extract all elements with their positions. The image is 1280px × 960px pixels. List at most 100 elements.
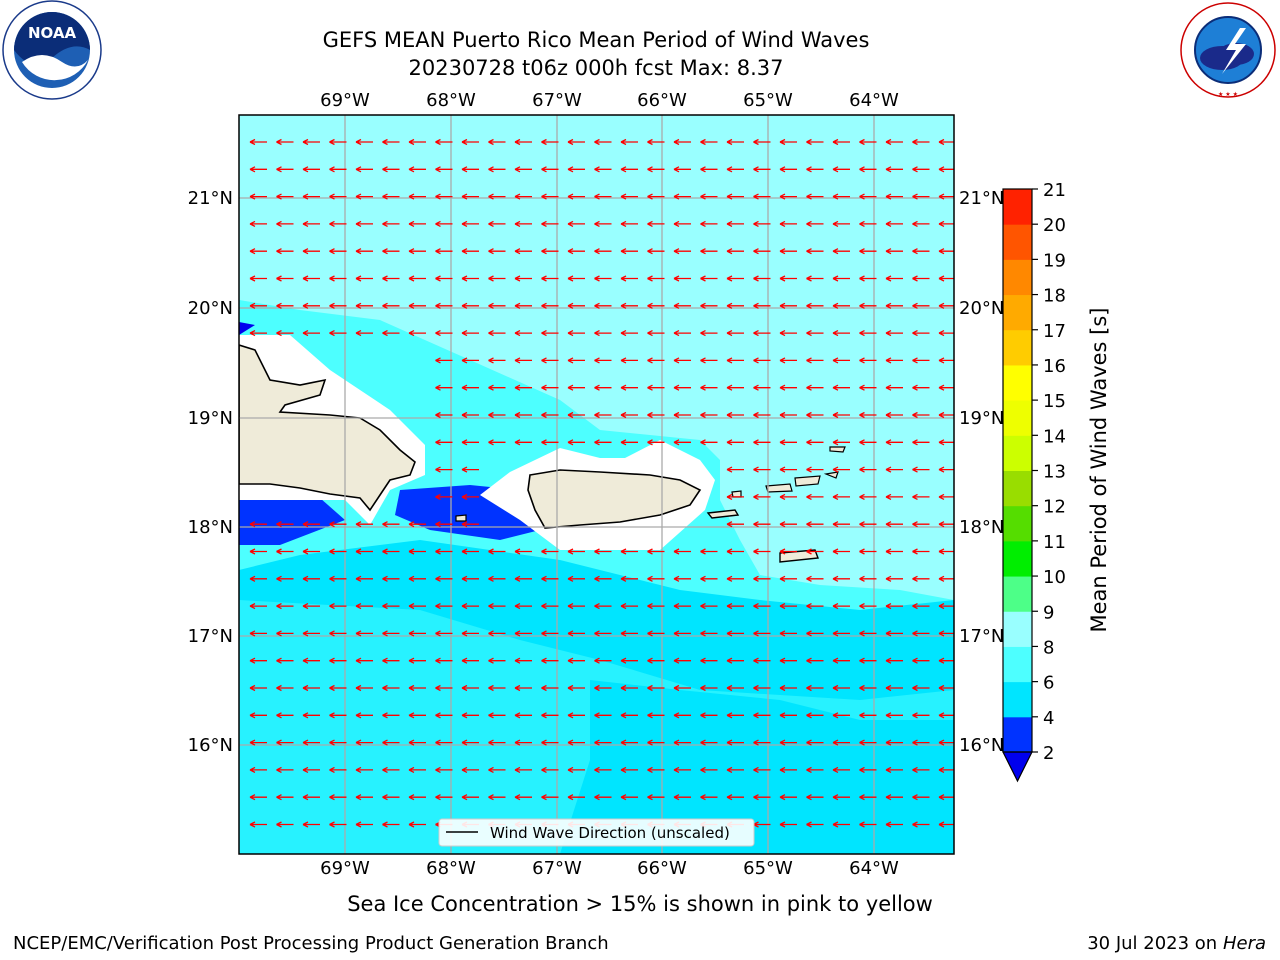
wind-arrow — [329, 575, 347, 582]
wind-arrow — [461, 766, 479, 773]
wind-arrow — [647, 275, 665, 282]
wind-arrow — [673, 575, 691, 582]
wind-arrow — [514, 657, 532, 664]
wind-arrow — [726, 794, 744, 801]
wind-arrow — [329, 603, 347, 610]
wind-arrow — [753, 138, 771, 146]
wind-arrow — [779, 330, 797, 337]
wind-arrow — [885, 193, 903, 200]
wind-arrow — [806, 275, 824, 282]
wind-arrow — [938, 439, 954, 446]
wind-arrow — [514, 630, 532, 637]
lon-label-bottom: 66°W — [637, 858, 687, 879]
wind-arrow — [488, 657, 506, 664]
wind-arrow — [382, 138, 400, 146]
wind-arrow — [514, 220, 532, 227]
wind-arrow — [726, 166, 744, 173]
wind-arrow — [408, 548, 426, 555]
wind-arrow — [832, 302, 850, 309]
wind-arrow — [912, 248, 930, 255]
wind-arrow — [461, 166, 479, 173]
wind-wave-direction-arrows — [249, 138, 954, 828]
wind-arrow — [567, 330, 585, 337]
wind-arrow — [806, 712, 824, 719]
colorbar-tick-label: 20 — [1043, 215, 1066, 236]
wind-arrow — [753, 657, 771, 664]
wind-arrow — [488, 330, 506, 337]
wind-arrow — [779, 357, 797, 364]
lon-label-top: 65°W — [743, 90, 793, 111]
colorbar-label: Mean Period of Wind Waves [s] — [1087, 308, 1111, 633]
wind-arrow — [249, 766, 267, 773]
wind-arrow — [806, 384, 824, 391]
wind-arrow — [832, 630, 850, 637]
wind-arrow — [832, 766, 850, 773]
wind-arrow — [514, 548, 532, 555]
lon-label-top: 66°W — [637, 90, 687, 111]
wind-arrow — [276, 330, 294, 337]
wind-arrow — [620, 657, 638, 664]
lat-label-right: 16°N — [959, 735, 1004, 756]
wind-arrow — [488, 166, 506, 173]
wind-arrow — [779, 411, 797, 419]
wind-arrow — [567, 411, 585, 419]
wind-arrow — [461, 411, 479, 419]
wind-arrow — [726, 630, 744, 637]
lon-label-bottom: 68°W — [426, 858, 476, 879]
wind-arrow — [594, 193, 612, 200]
wind-arrow — [567, 138, 585, 146]
wind-arrow — [541, 357, 559, 364]
wind-arrow — [567, 439, 585, 446]
wind-arrow — [355, 630, 373, 637]
wind-arrow — [329, 548, 347, 555]
wind-arrow — [488, 712, 506, 719]
wind-arrow — [912, 684, 930, 692]
wind-arrow — [647, 166, 665, 173]
lat-label-right: 20°N — [959, 298, 1004, 319]
wind-arrow — [647, 794, 665, 801]
wind-arrow — [249, 548, 267, 555]
colorbar-segment — [1003, 716, 1032, 753]
wind-arrow — [594, 357, 612, 364]
wind-arrow — [541, 220, 559, 227]
wind-arrow — [567, 357, 585, 364]
wind-arrow — [355, 575, 373, 582]
wind-arrow — [594, 548, 612, 555]
wind-arrow — [355, 766, 373, 773]
wind-arrow — [541, 138, 559, 146]
colorbar-tick-label: 21 — [1043, 180, 1066, 201]
wind-arrow — [859, 821, 877, 828]
wind-arrow — [753, 794, 771, 801]
wind-arrow — [408, 248, 426, 255]
wind-arrow — [700, 739, 718, 746]
wind-arrow — [726, 275, 744, 282]
wind-arrow — [594, 330, 612, 337]
wind-arrow — [912, 166, 930, 173]
wind-arrow — [938, 521, 954, 528]
wind-arrow — [673, 548, 691, 555]
wind-arrow — [382, 220, 400, 227]
wind-arrow — [594, 439, 612, 446]
wind-arrow — [700, 794, 718, 801]
wind-arrow — [859, 493, 877, 500]
wind-arrow — [885, 630, 903, 637]
wind-arrow — [647, 411, 665, 419]
wind-arrow — [859, 220, 877, 227]
wind-arrow — [594, 248, 612, 255]
wind-arrow — [832, 821, 850, 828]
colorbar-segment — [1003, 646, 1032, 683]
wind-arrow — [435, 712, 453, 719]
wind-arrow — [806, 575, 824, 582]
wind-arrow — [700, 684, 718, 692]
wind-arrow — [832, 521, 850, 528]
wind-arrow — [806, 794, 824, 801]
wind-arrow — [700, 220, 718, 227]
wind-arrow — [673, 739, 691, 746]
wind-arrow — [435, 275, 453, 282]
wind-arrow — [567, 193, 585, 200]
wind-arrow — [832, 739, 850, 746]
wind-arrow — [726, 575, 744, 582]
wind-arrow — [329, 766, 347, 773]
colorbar-segment — [1003, 576, 1032, 612]
wind-arrow — [779, 684, 797, 692]
